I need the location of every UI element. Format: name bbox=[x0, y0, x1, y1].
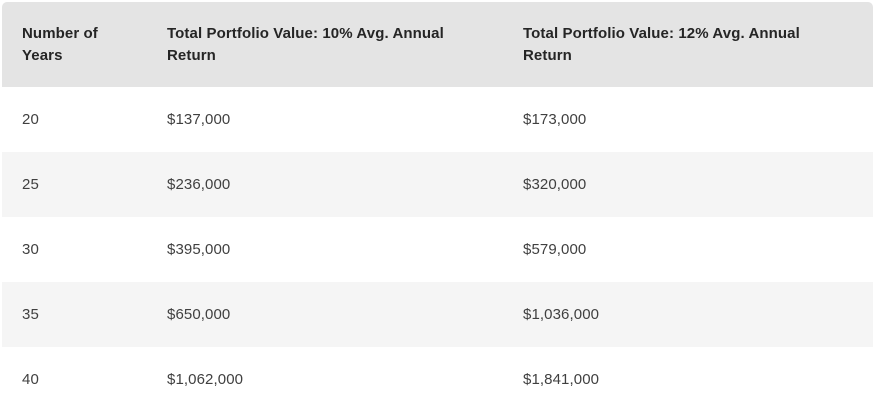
cell-10pct-value: $1,062,000 bbox=[167, 371, 244, 388]
column-header-years: Number of Years bbox=[22, 24, 98, 64]
table-row: 20 $137,000 $173,000 bbox=[2, 87, 873, 152]
cell-10pct-value: $650,000 bbox=[167, 306, 231, 323]
cell-years: 25 bbox=[22, 176, 39, 193]
column-header-12pct-return: Total Portfolio Value: 12% Avg. Annual R… bbox=[523, 24, 800, 64]
cell-10pct-value: $236,000 bbox=[167, 176, 231, 193]
cell-years: 40 bbox=[22, 371, 39, 388]
cell-12pct-value: $1,036,000 bbox=[523, 306, 600, 323]
cell-years: 35 bbox=[22, 306, 39, 323]
cell-10pct-value: $395,000 bbox=[167, 241, 231, 258]
cell-12pct-value: $579,000 bbox=[523, 241, 587, 258]
table-row: 35 $650,000 $1,036,000 bbox=[2, 282, 873, 347]
cell-10pct-value: $137,000 bbox=[167, 111, 231, 128]
table-row: 25 $236,000 $320,000 bbox=[2, 152, 873, 217]
cell-12pct-value: $1,841,000 bbox=[523, 371, 600, 388]
column-header-10pct-return: Total Portfolio Value: 10% Avg. Annual R… bbox=[167, 24, 444, 64]
cell-12pct-value: $173,000 bbox=[523, 111, 587, 128]
table-header-row: Number of Years Total Portfolio Value: 1… bbox=[2, 2, 873, 87]
cell-years: 30 bbox=[22, 241, 39, 258]
table-row: 30 $395,000 $579,000 bbox=[2, 217, 873, 282]
cell-12pct-value: $320,000 bbox=[523, 176, 587, 193]
table-row: 40 $1,062,000 $1,841,000 bbox=[2, 347, 873, 412]
cell-years: 20 bbox=[22, 111, 39, 128]
